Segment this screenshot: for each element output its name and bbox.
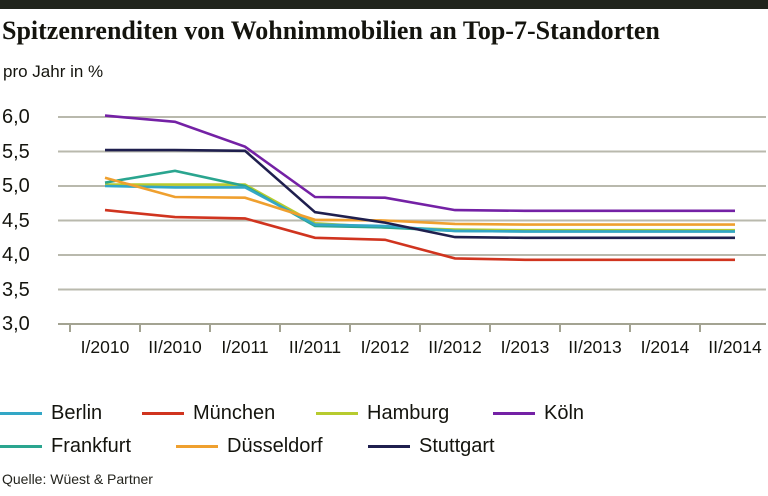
y-tick-label: 5,5: [2, 140, 30, 163]
x-tick-label: I/2013: [500, 337, 550, 357]
x-tick-label: I/2010: [80, 337, 130, 357]
series-line-dusseldorf: [104, 176, 735, 226]
source-note: Quelle: Wüest & Partner: [2, 471, 153, 487]
legend-item-frankfurt: Frankfurt: [0, 435, 131, 457]
legend-swatch-frankfurt: [0, 444, 42, 448]
legend-swatch-hamburg: [316, 411, 358, 415]
chart-unit-label: pro Jahr in %: [3, 62, 104, 81]
series-line-berlin: [104, 184, 735, 233]
legend-swatch-koln: [493, 411, 535, 415]
legend-item-koln: Köln: [493, 402, 584, 424]
legend-item-stuttgart: Stuttgart: [368, 435, 495, 457]
legend-item-berlin: Berlin: [0, 402, 102, 424]
top-border-rule: [0, 0, 768, 9]
legend-swatch-stuttgart: [368, 444, 410, 448]
legend-item-hamburg: Hamburg: [316, 402, 449, 424]
x-tick-label: II/2011: [288, 337, 342, 357]
legend-item-munchen: München: [142, 402, 275, 424]
chart-title: Spitzenrenditen von Wohnimmobilien an To…: [2, 16, 660, 45]
legend-item-dusseldorf: Düsseldorf: [176, 435, 323, 457]
legend-label: Hamburg: [367, 401, 450, 424]
x-axis-labels: I/2010 II/2010 I/2011 II/2011 I/2012 II/2012 I…: [0, 337, 768, 361]
legend-swatch-munchen: [142, 411, 184, 415]
x-tick-label: II/2012: [428, 337, 482, 357]
x-tick-label: II/2013: [568, 337, 622, 357]
legend-label: Düsseldorf: [227, 434, 323, 457]
legend-swatch-berlin: [0, 411, 42, 415]
x-tick-label: I/2014: [640, 337, 690, 357]
y-tick-label: 4,5: [2, 209, 30, 232]
legend-label: Berlin: [51, 401, 103, 424]
legend-label: Stuttgart: [419, 434, 495, 457]
series-line-koln: [104, 114, 735, 213]
y-tick-label: 4,0: [2, 244, 30, 266]
x-tick-label: I/2011: [221, 337, 269, 357]
legend-label: München: [193, 401, 276, 424]
chart-plot-area: [58, 114, 766, 332]
series-line-munchen: [104, 208, 735, 262]
y-tick-label: 6,0: [2, 106, 30, 128]
legend-swatch-dusseldorf: [176, 444, 218, 448]
series-line-stuttgart: [105, 148, 735, 240]
legend-label: Frankfurt: [51, 434, 132, 457]
x-tick-label: II/2010: [148, 337, 202, 357]
y-tick-label: 3,5: [2, 278, 30, 301]
x-tick-label: I/2012: [360, 337, 410, 357]
y-tick-label: 3,0: [2, 313, 30, 335]
x-tick-label: II/2014: [708, 337, 762, 357]
legend-label: Köln: [544, 401, 585, 424]
y-tick-label: 5,0: [2, 175, 30, 197]
